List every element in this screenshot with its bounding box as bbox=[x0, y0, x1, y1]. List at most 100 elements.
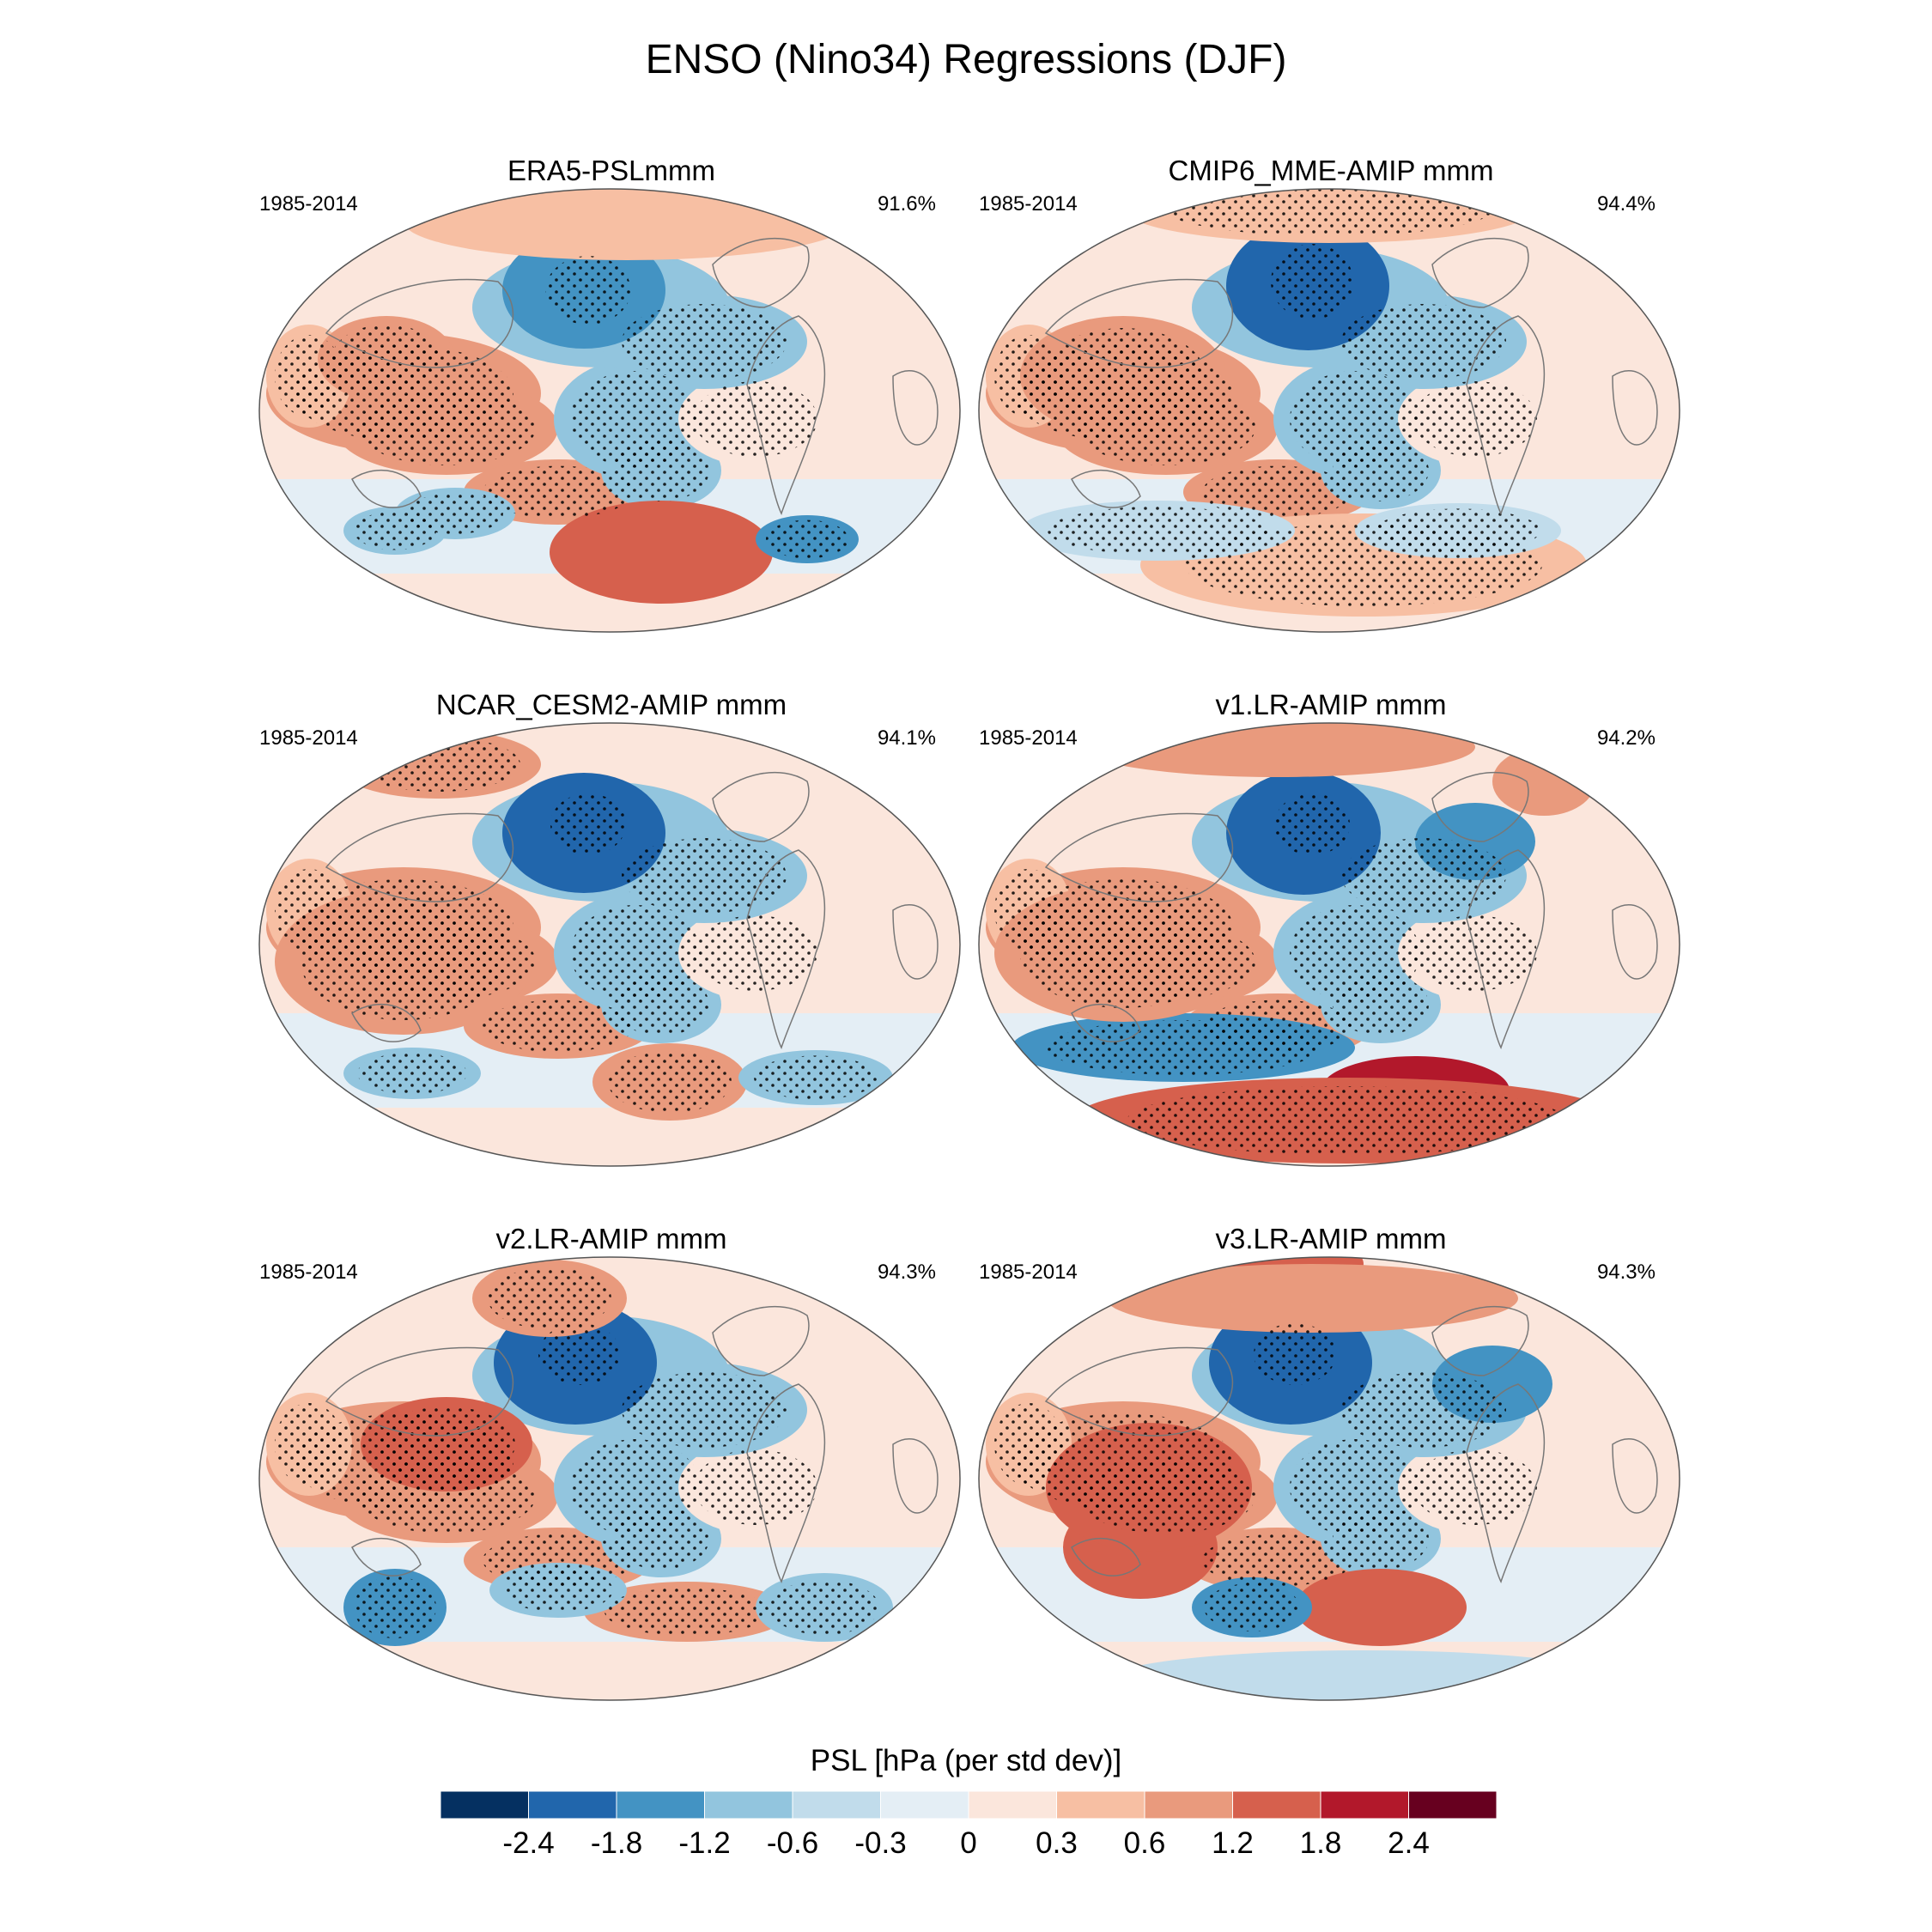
panel-period: 1985-2014 bbox=[259, 192, 358, 216]
coastline bbox=[351, 1003, 422, 1042]
panel-period: 1985-2014 bbox=[979, 1261, 1078, 1284]
panel-title: v3.LR-AMIP mmm bbox=[1216, 1223, 1447, 1255]
coastline bbox=[746, 849, 826, 1049]
significance-stippling bbox=[622, 304, 787, 380]
panel-period: 1985-2014 bbox=[979, 192, 1078, 216]
map-border bbox=[978, 722, 1680, 1167]
map-border bbox=[978, 1256, 1680, 1701]
significance-stippling bbox=[357, 1053, 467, 1094]
significance-stippling bbox=[357, 1458, 536, 1534]
panel-title: v1.LR-AMIP mmm bbox=[1216, 689, 1447, 720]
significance-stippling bbox=[1341, 838, 1506, 914]
significance-stippling bbox=[1333, 1508, 1429, 1570]
coastline bbox=[892, 1438, 939, 1514]
significance-stippling bbox=[994, 335, 1063, 417]
coastline bbox=[892, 904, 939, 980]
significance-stippling bbox=[1046, 1020, 1321, 1075]
significance-stippling bbox=[754, 1055, 878, 1100]
anomaly-region bbox=[1106, 1264, 1518, 1333]
pattern-score: 94.2% bbox=[1597, 726, 1656, 750]
colorbar-box bbox=[528, 1790, 617, 1820]
colorbar-tick-label: -1.2 bbox=[678, 1826, 730, 1860]
colorbar-tick-label: 0.3 bbox=[1036, 1826, 1078, 1860]
anomaly-field bbox=[979, 189, 1680, 617]
significance-stippling bbox=[275, 1403, 343, 1485]
anomaly-region bbox=[1492, 747, 1595, 816]
coastline bbox=[1612, 370, 1658, 446]
coastline bbox=[1431, 237, 1529, 308]
anomaly-field bbox=[259, 730, 960, 1121]
coastline bbox=[1612, 1438, 1658, 1514]
map-border bbox=[258, 1256, 961, 1701]
significance-stippling bbox=[301, 903, 507, 1020]
significance-stippling bbox=[608, 1051, 732, 1113]
significance-stippling bbox=[1376, 508, 1540, 553]
coastline bbox=[1071, 1003, 1141, 1042]
significance-stippling bbox=[769, 1580, 879, 1635]
significance-stippling bbox=[355, 737, 520, 792]
colorbar-box bbox=[616, 1790, 705, 1820]
colorbar-tick-label: -1.8 bbox=[591, 1826, 642, 1860]
pattern-score: 94.3% bbox=[1597, 1261, 1656, 1284]
significance-stippling bbox=[550, 793, 626, 855]
coastline bbox=[1044, 278, 1234, 368]
colorbar-box bbox=[440, 1790, 529, 1820]
anomaly-field bbox=[979, 723, 1680, 1163]
significance-stippling bbox=[1341, 1372, 1506, 1448]
anomaly-field bbox=[979, 1257, 1680, 1700]
coastline bbox=[325, 1346, 514, 1437]
figure-title: ENSO (Nino34) Regressions (DJF) bbox=[646, 37, 1287, 82]
coastline bbox=[712, 771, 810, 842]
map-border bbox=[258, 188, 961, 633]
coastline bbox=[351, 469, 422, 508]
significance-stippling bbox=[1048, 507, 1267, 555]
significance-stippling bbox=[613, 440, 709, 501]
significance-stippling bbox=[378, 1406, 515, 1482]
coastline bbox=[1071, 469, 1141, 508]
significance-stippling bbox=[354, 1577, 436, 1638]
colorbar-tick-labels: -2.4 -1.8 -1.2 -0.6 -0.3 0 0.3 0.6 1.2 1.8 2.4 bbox=[502, 1826, 1429, 1860]
significance-stippling bbox=[613, 1508, 709, 1570]
significance-stippling bbox=[354, 511, 436, 550]
significance-stippling bbox=[1333, 440, 1429, 501]
map-panel: v2.LR-AMIP mmm 1985-2014 94.3% bbox=[258, 1223, 961, 1701]
colorbar-box bbox=[1056, 1790, 1145, 1820]
significance-stippling bbox=[605, 1588, 769, 1636]
coastline bbox=[746, 1383, 826, 1583]
map-border bbox=[258, 722, 961, 1167]
significance-stippling bbox=[483, 999, 634, 1053]
colorbar-tick-label: -0.6 bbox=[767, 1826, 818, 1860]
panel-title: CMIP6_MME-AMIP mmm bbox=[1169, 155, 1494, 186]
coastline bbox=[1466, 315, 1546, 515]
significance-stippling bbox=[357, 390, 536, 465]
colorbar-box bbox=[704, 1790, 793, 1820]
anomaly-region bbox=[1295, 1569, 1467, 1646]
anomaly-region bbox=[550, 501, 773, 604]
significance-stippling bbox=[622, 838, 787, 914]
significance-stippling bbox=[275, 335, 343, 417]
pattern-score: 94.4% bbox=[1597, 192, 1656, 216]
colorbar-tick-label: -0.3 bbox=[854, 1826, 906, 1860]
colorbar-box bbox=[968, 1790, 1057, 1820]
coastline bbox=[325, 278, 514, 368]
coastline bbox=[351, 1537, 422, 1577]
coastline bbox=[1071, 1537, 1141, 1577]
coastline bbox=[1431, 1305, 1529, 1376]
panel-period: 1985-2014 bbox=[979, 726, 1078, 750]
coastline bbox=[1466, 849, 1546, 1049]
significance-stippling bbox=[613, 974, 709, 1036]
coastline bbox=[1612, 904, 1658, 980]
coastline bbox=[1466, 1383, 1546, 1583]
significance-stippling bbox=[1333, 974, 1429, 1036]
significance-stippling bbox=[1341, 304, 1506, 380]
significance-stippling bbox=[483, 1534, 634, 1587]
colorbar-box bbox=[1232, 1790, 1321, 1820]
significance-stippling bbox=[538, 1323, 621, 1385]
map-panels: ERA5-PSLmmm 1985-2014 91.6% CMIP6_MME-AMIP … bbox=[258, 155, 1680, 1701]
anomaly-field bbox=[259, 189, 960, 604]
map-panel: CMIP6_MME-AMIP mmm 1985-2014 94.4% bbox=[978, 155, 1680, 633]
colorbar-box bbox=[1408, 1790, 1498, 1820]
map-panel: v3.LR-AMIP mmm 1985-2014 94.3% bbox=[978, 1223, 1680, 1701]
colorbar-tick-label: 1.8 bbox=[1300, 1826, 1342, 1860]
